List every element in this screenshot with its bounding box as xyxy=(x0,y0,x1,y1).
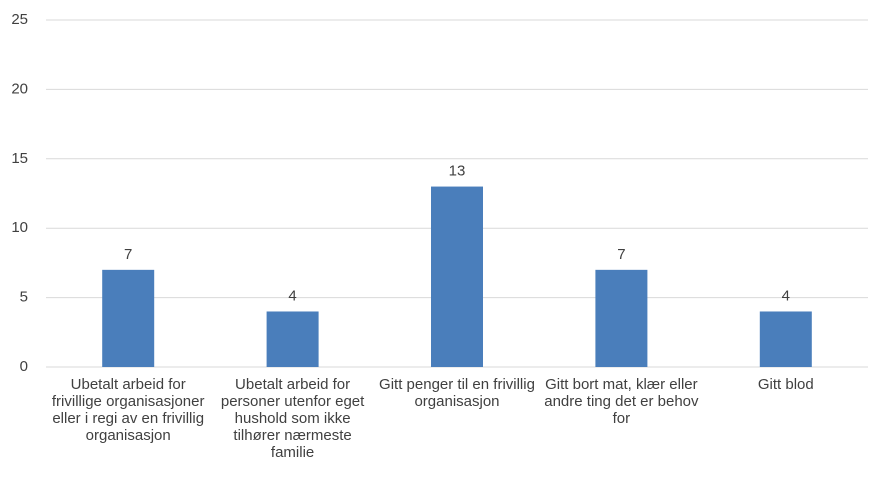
x-tick-label: Ubetalt arbeid for personer utenfor eget… xyxy=(220,376,365,461)
y-tick-label: 20 xyxy=(11,80,28,97)
x-tick-label: Ubetalt arbeid for frivillige organisasj… xyxy=(51,376,205,444)
data-label: 4 xyxy=(782,287,790,304)
y-tick-label: 5 xyxy=(20,289,28,306)
y-tick-label: 10 xyxy=(11,219,28,236)
y-tick-label: 0 xyxy=(20,358,28,375)
y-tick-label: 25 xyxy=(11,11,28,28)
bar xyxy=(431,186,483,367)
x-tick-label: Gitt blod xyxy=(757,376,814,393)
bar xyxy=(595,269,648,367)
x-tick-label: Gitt penger til en frivillig organisasjo… xyxy=(379,376,535,410)
bar xyxy=(102,269,155,367)
data-label: 13 xyxy=(449,163,466,180)
data-label: 7 xyxy=(617,246,625,263)
bar xyxy=(759,311,812,367)
bar xyxy=(266,311,319,367)
data-label: 7 xyxy=(124,246,132,263)
y-tick-label: 15 xyxy=(11,150,28,167)
data-label: 4 xyxy=(288,287,296,304)
x-tick-label: Gitt bort mat, klær eller andre ting det… xyxy=(544,376,699,427)
